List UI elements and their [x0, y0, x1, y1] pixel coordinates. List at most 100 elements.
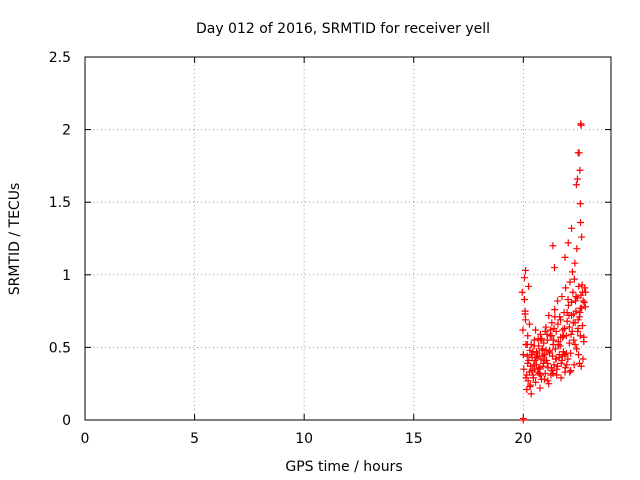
data-point	[519, 416, 527, 424]
chart-title: Day 012 of 2016, SRMTID for receiver yel…	[196, 21, 490, 37]
y-tick-label: 1	[62, 268, 71, 284]
data-point	[545, 380, 553, 388]
y-tick-label: 2	[62, 123, 71, 139]
axis-ticks: 0 5 10 15 20 0 0.5 1 1.5 2 2.5	[49, 50, 611, 447]
data-point	[573, 175, 581, 183]
data-point	[573, 245, 581, 253]
data-point	[532, 326, 540, 334]
data-point	[548, 319, 556, 327]
data-point	[529, 371, 537, 379]
y-tick-label: 0.5	[49, 340, 71, 356]
data-point	[576, 166, 584, 174]
data-point	[571, 259, 579, 267]
data-point	[576, 309, 584, 317]
data-point	[550, 264, 558, 272]
data-point	[551, 313, 559, 321]
data-point	[538, 335, 546, 343]
y-tick-label: 1.5	[49, 195, 71, 211]
data-point	[581, 303, 589, 311]
data-point	[578, 233, 586, 241]
data-point	[568, 298, 576, 306]
data-point	[542, 346, 550, 354]
data-point	[570, 275, 578, 283]
data-point	[520, 274, 528, 282]
data-point	[565, 323, 573, 331]
data-point	[572, 181, 580, 189]
data-point	[558, 356, 566, 364]
data-point	[577, 121, 585, 129]
scatter-series-srmtid	[518, 120, 590, 424]
data-point	[564, 239, 572, 247]
data-point	[533, 352, 541, 360]
y-axis-label: SRMTID / TECUs	[7, 183, 23, 296]
data-point	[524, 359, 532, 367]
data-point	[541, 370, 549, 378]
data-point	[548, 332, 556, 340]
data-point	[576, 200, 584, 208]
data-point	[554, 320, 562, 328]
data-point	[549, 370, 557, 378]
data-point	[550, 325, 558, 333]
data-point	[545, 311, 553, 319]
x-tick-label: 0	[81, 431, 90, 447]
data-point	[530, 361, 538, 369]
data-point	[554, 362, 562, 370]
data-point	[560, 332, 568, 340]
data-point	[555, 351, 563, 359]
data-point	[521, 310, 529, 318]
data-point	[579, 355, 587, 363]
data-point	[569, 319, 577, 327]
data-point	[536, 364, 544, 372]
data-point	[518, 288, 526, 296]
data-point	[575, 282, 583, 290]
plot-frame	[84, 56, 612, 421]
data-point	[570, 310, 578, 318]
data-point	[578, 281, 586, 289]
data-point	[561, 253, 569, 261]
data-point	[530, 342, 538, 350]
data-point	[547, 326, 555, 334]
data-point	[559, 333, 567, 341]
data-point	[551, 345, 559, 353]
data-point	[569, 288, 577, 296]
data-point	[562, 284, 570, 292]
data-point	[574, 327, 582, 335]
data-point	[554, 297, 562, 305]
data-point	[562, 349, 570, 357]
data-point	[575, 149, 583, 157]
data-point	[573, 345, 581, 353]
y-tick-label: 2.5	[49, 50, 71, 66]
data-point	[523, 352, 531, 360]
data-point	[525, 282, 533, 290]
data-point	[561, 325, 569, 333]
data-point	[577, 362, 585, 370]
data-point	[551, 306, 559, 314]
data-point	[567, 330, 575, 338]
data-point	[565, 339, 573, 347]
y-tick-label: 0	[62, 413, 71, 429]
grid-lines	[85, 57, 611, 420]
data-point	[571, 297, 579, 305]
data-point	[542, 323, 550, 331]
data-point	[532, 354, 540, 362]
data-point	[531, 365, 539, 373]
data-point	[574, 316, 582, 324]
data-point	[564, 295, 572, 303]
x-tick-label: 20	[514, 431, 532, 447]
data-point	[523, 386, 531, 394]
data-point	[582, 288, 590, 296]
data-point	[566, 368, 574, 376]
data-point	[527, 390, 535, 398]
x-axis-label: GPS time / hours	[285, 459, 402, 475]
data-point	[525, 320, 533, 328]
data-point	[575, 351, 583, 359]
data-point	[558, 293, 566, 301]
data-point	[570, 336, 578, 344]
data-point	[522, 266, 530, 274]
data-point	[526, 381, 534, 389]
data-point	[556, 342, 564, 350]
data-point	[545, 348, 553, 356]
data-point	[535, 370, 543, 378]
